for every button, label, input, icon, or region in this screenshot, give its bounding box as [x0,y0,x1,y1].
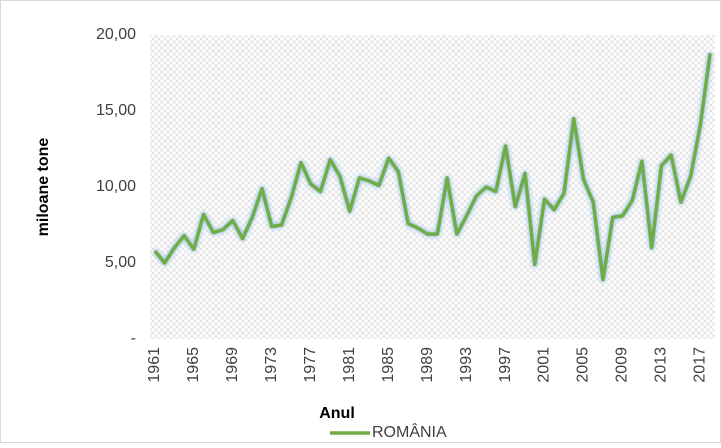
x-tick-label: 1981 [341,347,358,383]
x-tick-label: 1993 [458,347,475,383]
legend-label: ROMÂNIA [372,422,447,441]
x-tick-label: 1989 [419,347,436,383]
x-axis-title: Anul [319,405,355,422]
y-tick-label: 20,00 [96,26,136,43]
x-tick-label: 1969 [224,347,241,383]
x-tick-label: 2017 [692,347,709,383]
x-tick-label: 1961 [146,347,163,383]
data-line [153,53,712,282]
y-axis-title: miloane tone [35,138,52,237]
x-tick-label: 1965 [185,347,202,383]
x-tick-label: 1973 [263,347,280,383]
plot-area [150,35,715,339]
x-tick-label: 1985 [380,347,397,383]
y-tick-label: 5,00 [105,254,136,271]
x-tick-label: 2001 [536,347,553,383]
x-tick-label: 2009 [614,347,631,383]
y-tick-label: 15,00 [96,102,136,119]
y-tick-label: - [131,330,136,347]
x-tick-label: 2005 [575,347,592,383]
x-tick-label: 2013 [653,347,670,383]
x-tick-label: 1977 [302,347,319,383]
y-tick-label: 10,00 [96,178,136,195]
x-tick-label: 1997 [497,347,514,383]
